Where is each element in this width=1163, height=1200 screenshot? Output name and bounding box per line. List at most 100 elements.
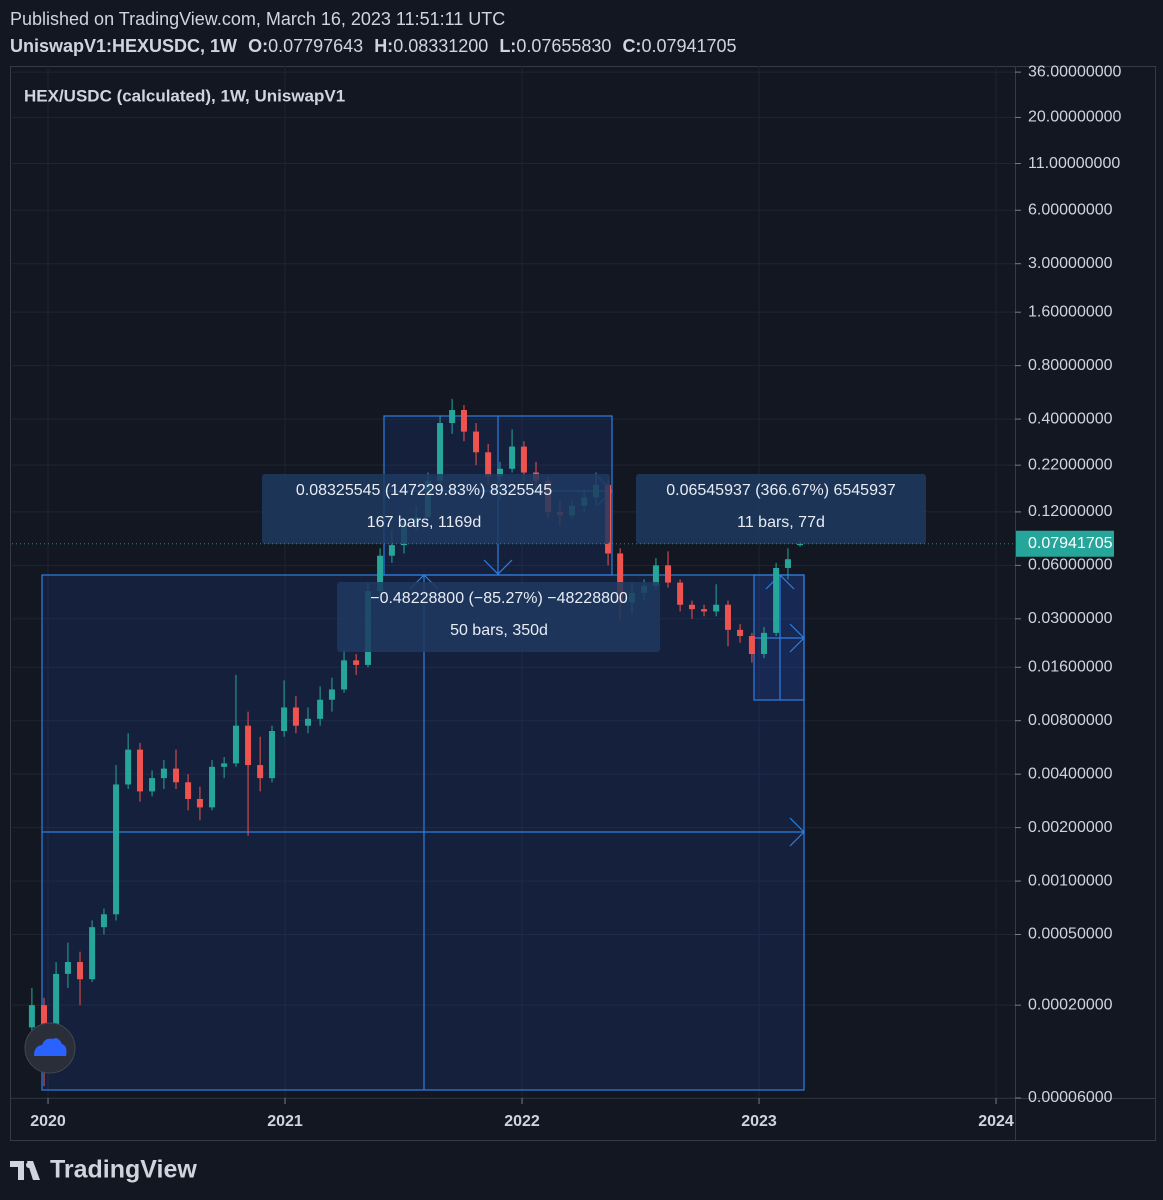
y-tick-label: 0.00100000 [1028,872,1113,889]
candle-body [473,431,480,453]
candle-body [125,749,132,785]
candle-body [388,545,395,556]
y-tick-label: 0.00020000 [1028,996,1113,1013]
brand-name: TradingView [50,1156,197,1184]
ohlc-label: O: [248,36,268,56]
measure-box [636,474,926,544]
candle-body [509,446,516,469]
ohlc-value: 0.08331200 [393,36,488,56]
candle-body [292,707,299,726]
candle-body [328,689,335,700]
chart-title: HEX/USDC (calculated), 1W, UniswapV1 [24,86,345,105]
y-tick-label: 0.01600000 [1028,658,1113,675]
ohlc-label: L: [499,36,516,56]
candle-body [784,559,791,568]
candle-body [688,604,695,610]
candle-body [136,749,143,792]
range-arrow [789,623,805,653]
candle-body [617,553,624,603]
measure-labels: 0.08325545 (147229.83%) 8325545 167 bars… [262,474,926,652]
symbol: UniswapV1:HEXUSDC, 1W [10,36,237,56]
y-tick-label: 36.00000000 [1028,63,1122,80]
candle-body [221,763,228,767]
y-tick-label: 0.00800000 [1028,712,1113,729]
candle-body [209,766,216,808]
measure-text: 50 bars, 350d [450,622,548,639]
measure-text: 0.08325545 (147229.83%) 8325545 [296,482,552,499]
y-tick-label: 0.00200000 [1028,819,1113,836]
candle-body [149,778,156,792]
candle-body [761,632,768,655]
candle-body [64,962,71,974]
candle-body [677,582,684,605]
y-tick-label: 6.00000000 [1028,201,1113,218]
candle-body [268,731,275,779]
candle-body [257,765,264,779]
y-tick-label: 3.00000000 [1028,255,1113,272]
y-tick-label: 1.60000000 [1028,303,1113,320]
candle-body [89,927,96,980]
measure-text: 11 bars, 77d [737,514,825,531]
measure-text: 0.06545937 (366.67%) 6545937 [666,482,896,499]
ohlc-label: C: [622,36,641,56]
candle-body [797,543,804,546]
candle-body [485,452,492,477]
ohlc-value: 0.07797643 [268,36,363,56]
y-tick-label: 0.40000000 [1028,410,1113,427]
candle-body [353,660,360,665]
measure-box [337,582,660,652]
candle-body [160,768,167,779]
candle-body [232,725,239,764]
candle-body [53,973,60,1045]
candle-body [460,409,467,432]
candle-body [748,636,755,655]
candle-body [28,1005,35,1028]
badge-icon [34,1038,67,1056]
candle-body [737,629,744,637]
symbol-legend: UniswapV1:HEXUSDC, 1W O:0.07797643 H:0.0… [10,36,737,56]
candle-body [773,567,780,633]
candle-body [701,609,708,612]
y-tick-label: 0.00006000 [1028,1089,1113,1106]
ohlc-value: 0.07655830 [516,36,611,56]
y-tick-label: 0.00400000 [1028,765,1113,782]
x-tick-label: 2022 [504,1113,540,1130]
brand-logo-dot [26,1162,32,1168]
candle-body [341,660,348,690]
measure-box [262,474,610,544]
measure-text: −0.48228800 (−85.27%) −48228800 [370,590,628,607]
range-arrow [765,574,795,590]
ohlc-label: H: [374,36,393,56]
tv-badge [24,1022,76,1074]
candle-body [245,725,252,766]
x-tick-label: 2024 [978,1113,1014,1130]
last-price-badge [1016,530,1114,557]
candle-body [317,699,324,719]
candle-body [196,798,203,808]
candle-body [185,782,192,799]
y-tick-label: 0.06000000 [1028,557,1113,574]
candle-body [713,604,720,612]
candle-body [113,784,120,915]
candle-body [652,565,659,586]
candle-body [520,446,527,473]
y-tick-label: 0.12000000 [1028,503,1113,520]
y-tick-label: 0.80000000 [1028,357,1113,374]
candle-body [173,768,180,783]
candle-body [665,565,672,583]
range-arrow [483,559,513,575]
x-tick-label: 2020 [30,1113,66,1130]
range-arrow [789,817,805,847]
ohlc-value: 0.07941705 [641,36,736,56]
candle-body [449,409,456,424]
measure-text: 167 bars, 1169d [367,514,481,531]
chart-frame [10,66,1156,1141]
candle-body [281,707,288,732]
y-tick-label: 0.00050000 [1028,926,1113,943]
candle-body [724,604,731,630]
last-price-label: 0.07941705 [1028,535,1113,552]
y-tick-label: 0.03000000 [1028,610,1113,627]
candle-body [437,423,444,481]
candle-body [77,962,84,980]
